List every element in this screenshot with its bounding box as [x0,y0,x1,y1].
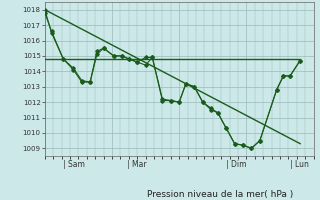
Text: | Mar: | Mar [127,160,147,169]
Text: | Sam: | Sam [63,160,85,169]
Text: | Lun: | Lun [290,160,309,169]
Text: | Dim: | Dim [226,160,247,169]
Text: Pression niveau de la mer( hPa ): Pression niveau de la mer( hPa ) [147,190,293,199]
